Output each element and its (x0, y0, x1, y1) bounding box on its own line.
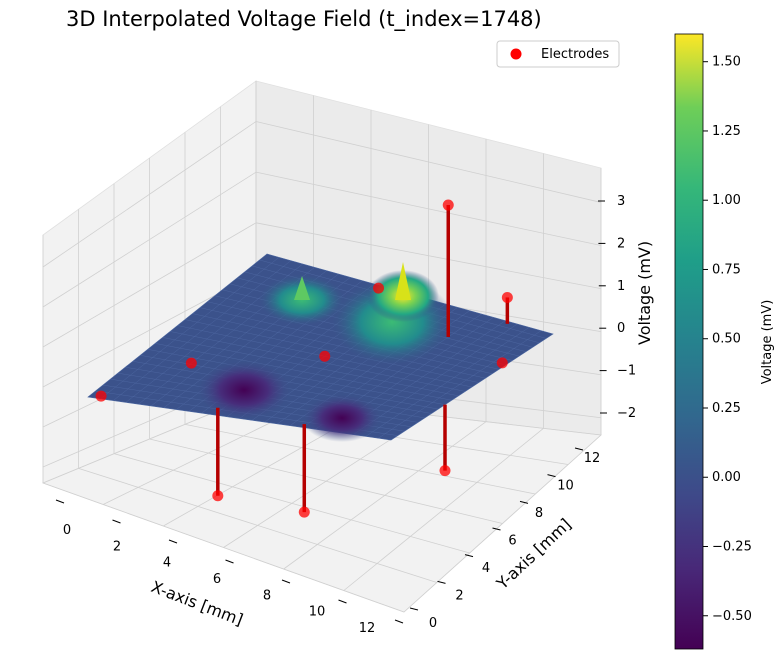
x-tick-mark (55, 499, 65, 504)
grid-line (42, 121, 257, 268)
x-tick-mark (394, 619, 404, 624)
surface-spike-green (294, 276, 310, 300)
x-tick-mark (225, 559, 234, 564)
grid-line (42, 222, 257, 348)
colorbar-tick-label: 1.25 (712, 124, 741, 139)
x-tick-mark (168, 539, 178, 544)
electrode-marker (185, 357, 197, 369)
colorbar-tick-label: −0.50 (712, 609, 752, 624)
y-tick-label: 12 (584, 451, 601, 466)
legend-label: Electrodes (541, 47, 609, 62)
x-tick-label: 8 (263, 588, 271, 603)
surface-dip-right (302, 394, 382, 442)
z-tick-label: −2 (617, 406, 636, 421)
x-tick-label: 2 (113, 539, 121, 554)
x-tick-label: 0 (63, 523, 71, 538)
z-axis-ticks: 3 2 1 0 −1 −2 (598, 194, 636, 421)
colorbar-ticks: 1.50 1.25 1.00 0.75 0.50 0.25 0.00 −0.25 −0.50 (703, 55, 752, 624)
y-tick-mark (409, 607, 419, 611)
x-tick-label: 12 (359, 621, 376, 636)
grid-line (42, 171, 257, 308)
electrode-marker (95, 390, 107, 402)
y-axis-label: Y-axis [mm] (492, 515, 575, 594)
y-tick-mark (492, 527, 501, 531)
electrode-marker (439, 465, 451, 477)
electrode-marker (442, 199, 454, 211)
y-tick-label: 4 (482, 561, 490, 576)
electrode-marker (496, 357, 508, 369)
colorbar: 1.50 1.25 1.00 0.75 0.50 0.25 0.00 −0.25 −0.50 V… (674, 33, 775, 650)
electrode-marker (501, 291, 513, 303)
x-tick-mark (112, 519, 121, 524)
colorbar-tick-label: −0.25 (712, 540, 752, 555)
y-axis-ticks: 0 2 4 6 8 10 12 (409, 447, 601, 631)
mesh-line (378, 330, 542, 439)
colorbar-tick-label: 0.50 (712, 332, 741, 347)
colorbar-tick-label: 0.00 (712, 470, 741, 485)
y-tick-mark (437, 580, 446, 584)
grid-line (403, 434, 602, 613)
colorbar-tick-label: 0.25 (712, 401, 741, 416)
x-axis-ticks: 0 2 4 6 8 10 12 (55, 499, 404, 636)
z-tick-label: 3 (617, 194, 625, 209)
y-tick-label: 0 (429, 616, 437, 631)
y-tick-mark (464, 554, 474, 558)
legend: Electrodes (496, 40, 620, 68)
electrodes (95, 199, 513, 518)
x-tick-label: 10 (309, 605, 326, 620)
z-axis-label: Voltage (mV) (635, 241, 654, 345)
y-tick-mark (519, 500, 529, 504)
legend-box (496, 40, 620, 68)
electrode-marker (298, 506, 310, 518)
electrode-marker (319, 350, 331, 362)
chart-title: 3D Interpolated Voltage Field (t_index=1… (66, 7, 542, 32)
colorbar-tick-label: 0.75 (712, 262, 741, 277)
y-tick-label: 8 (535, 506, 543, 521)
z-tick-label: 0 (617, 321, 625, 336)
y-tick-label: 2 (455, 589, 463, 604)
surface-spike-yellow (395, 262, 411, 300)
z-tick-label: 2 (617, 236, 625, 251)
legend-marker (510, 48, 522, 60)
y-tick-label: 6 (508, 534, 516, 549)
grid-line (255, 121, 602, 203)
grid-line (255, 222, 602, 289)
surface-dip-left (196, 360, 292, 420)
electrode-marker (212, 490, 224, 502)
x-tick-mark (338, 599, 347, 604)
y-tick-label: 10 (557, 479, 574, 494)
x-tick-label: 6 (213, 572, 221, 587)
colorbar-label: Voltage (mV) (760, 300, 775, 385)
x-axis-label: X-axis [mm] (149, 577, 246, 629)
electrode-marker (373, 282, 385, 294)
y-tick-mark (547, 474, 556, 478)
z-tick-label: −1 (617, 364, 636, 379)
colorbar-tick-label: 1.00 (712, 193, 741, 208)
colorbar-tick-label: 1.50 (712, 55, 741, 70)
grid-line (255, 171, 602, 246)
voltage-surface (87, 253, 554, 442)
z-tick-label: 1 (617, 279, 625, 294)
colorbar-gradient (674, 33, 704, 650)
x-tick-mark (281, 579, 291, 584)
x-tick-label: 4 (163, 556, 171, 571)
y-tick-mark (574, 447, 584, 451)
mesh-line (365, 327, 530, 437)
